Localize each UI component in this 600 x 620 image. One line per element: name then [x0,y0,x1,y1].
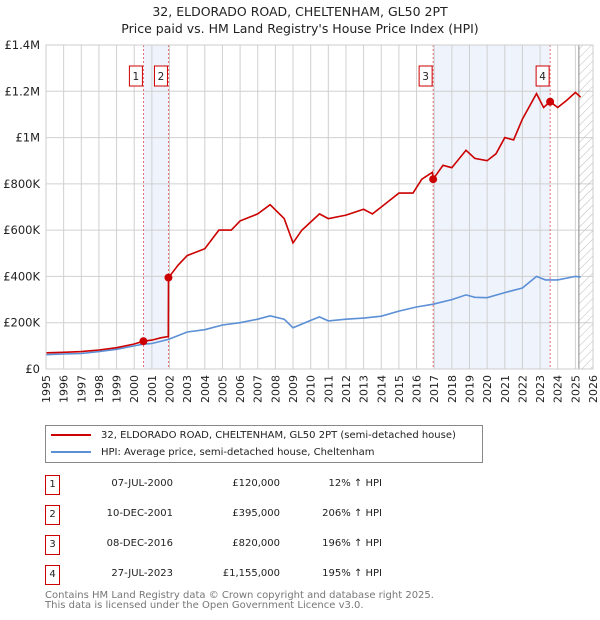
transaction-marker: 1 [45,475,60,495]
sale-label: 2 [158,71,165,83]
transaction-row: 4 27-JUL-2023 £1,155,000 195% ↑ HPI [45,565,465,585]
transaction-date: 07-JUL-2000 [111,478,173,489]
transaction-row: 3 08-DEC-2016 £820,000 196% ↑ HPI [45,535,465,555]
sale-label: 3 [422,71,429,83]
x-tick-label: 2022 [516,375,529,403]
forecast-hatch [578,45,593,369]
sale-label-box [535,65,550,87]
transaction-price: £1,155,000 [222,568,280,579]
legend-item-hpi: HPI: Average price, semi-detached house,… [46,444,374,460]
x-tick-label: 2002 [164,375,177,403]
x-tick-label: 2018 [446,375,459,403]
x-tick-label: 2012 [340,375,353,403]
chart-subtitle: Price paid vs. HM Land Registry's House … [121,21,479,36]
sale-point [139,337,148,346]
plot-border [45,44,594,370]
x-tick-label: 2020 [481,375,494,403]
x-tick-label: 1996 [58,375,71,403]
transaction-row: 2 10-DEC-2001 £395,000 206% ↑ HPI [45,505,465,525]
x-tick-label: 2007 [252,375,265,403]
x-tick-label: 2009 [287,375,300,403]
transaction-marker: 3 [45,535,60,555]
x-tick-label: 2006 [234,375,247,403]
transaction-hpi: 196% ↑ HPI [322,538,382,549]
x-tick-label: 2014 [375,375,388,403]
x-tick-label: 2003 [181,375,194,403]
transaction-date: 27-JUL-2023 [111,568,173,579]
sale-label-box [153,65,168,87]
transaction-hpi: 206% ↑ HPI [322,508,382,519]
x-tick-label: 2004 [199,375,212,403]
transaction-date: 08-DEC-2016 [106,538,173,549]
legend: 32, ELDORADO ROAD, CHELTENHAM, GL50 2PT … [45,425,483,463]
x-tick-label: 1997 [75,375,88,403]
transaction-price: £395,000 [232,508,280,519]
sale-label-box [128,65,143,87]
transaction-hpi: 195% ↑ HPI [322,568,382,579]
sale-point [546,97,555,106]
x-tick-label: 2005 [216,375,229,403]
x-tick-label: 1998 [93,375,106,403]
x-tick-label: 2026 [587,375,600,403]
sale-label: 1 [133,71,140,83]
footer-note: Contains HM Land Registry data © Crown c… [45,591,434,611]
y-tick-label: £1.4M [4,38,40,52]
legend-label-hpi: HPI: Average price, semi-detached house,… [101,446,375,458]
x-tick-label: 1999 [111,375,124,403]
property-series-line [45,91,582,354]
x-tick-label: 2021 [499,375,512,403]
transaction-date: 10-DEC-2001 [106,508,173,519]
x-tick-label: 2013 [358,375,371,403]
transaction-row: 1 07-JUL-2000 £120,000 12% ↑ HPI [45,475,465,495]
x-tick-label: 2019 [463,375,476,403]
x-tick-label: 2011 [322,375,335,403]
y-tick-label: £1M [15,131,40,145]
x-tick-label: 2001 [146,375,159,403]
x-tick-label: 2015 [393,375,406,403]
transaction-price: £820,000 [232,538,280,549]
sale-period-shade [433,45,551,369]
x-tick-label: 1995 [40,375,53,403]
sale-point [429,175,438,184]
x-tick-label: 2024 [552,375,565,403]
x-tick-label: 2008 [269,375,282,403]
x-tick-label: 2023 [534,375,547,403]
transaction-marker: 4 [45,565,60,585]
x-tick-label: 2000 [128,375,141,403]
sale-label-box [418,65,433,87]
sale-point [164,273,173,282]
legend-item-property: 32, ELDORADO ROAD, CHELTENHAM, GL50 2PT … [46,427,456,443]
x-tick-label: 2010 [305,375,318,403]
price-chart: 1995 1996 1997 1998 1999 2000 2001 2002 2003 2004… [3,38,600,403]
sale-label: 4 [539,71,546,83]
y-tick-label: £600K [3,223,40,237]
chart-title: 32, ELDORADO ROAD, CHELTENHAM, GL50 2PT [152,4,448,19]
transaction-hpi: 12% ↑ HPI [328,478,382,489]
legend-swatch-red [51,434,91,436]
legend-swatch-blue [51,451,91,453]
y-tick-label: £0 [25,362,40,376]
legend-label-property: 32, ELDORADO ROAD, CHELTENHAM, GL50 2PT … [101,429,456,441]
y-tick-label: £200K [3,316,40,330]
footer-copyright: Contains HM Land Registry data © Crown c… [45,590,434,601]
y-tick-label: £400K [3,269,40,283]
transaction-marker: 2 [45,505,60,525]
x-tick-label: 2016 [411,375,424,403]
y-tick-label: £800K [3,177,40,191]
x-tick-label: 2017 [428,375,441,403]
footer-licence: This data is licensed under the Open Gov… [45,600,364,611]
x-tick-label: 2025 [569,375,582,403]
transaction-price: £120,000 [232,478,280,489]
y-tick-label: £1.2M [4,84,40,98]
sale-period-shade [143,45,169,369]
